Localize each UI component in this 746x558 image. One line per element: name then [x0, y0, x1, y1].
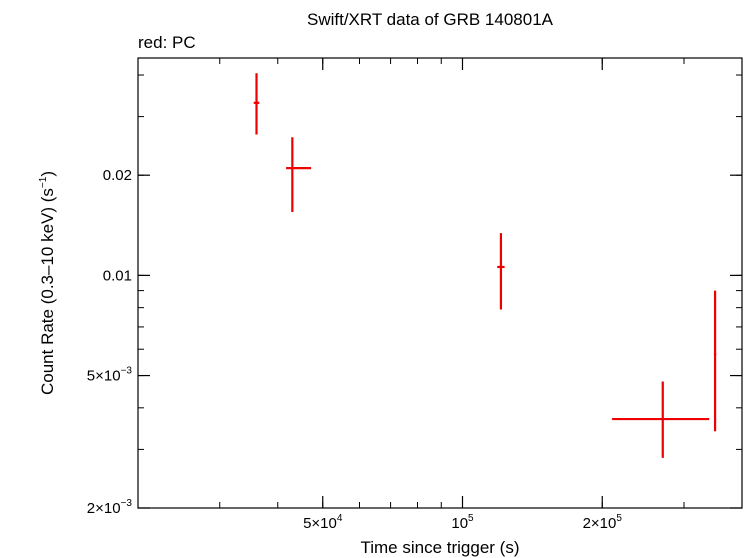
y-axis-label-sup: −1 [38, 176, 49, 188]
y-minor-ticks [138, 74, 742, 509]
x-minor-ticks [137, 58, 743, 508]
x-tick-label: 2×105 [583, 513, 623, 532]
y-tick-label: 2×10−3 [87, 498, 133, 517]
data-point [612, 381, 710, 458]
y-tick-label: 0.01 [103, 267, 132, 284]
data-points [253, 73, 717, 458]
x-tick-label: 5×104 [303, 513, 343, 532]
data-point [713, 290, 717, 432]
data-point [497, 233, 505, 310]
y-tick-mantissa: 0.01 [103, 267, 132, 284]
y-tick-exponent: −3 [121, 366, 133, 377]
y-tick-exponent: −3 [121, 498, 133, 509]
y-axis-ticks: 2×10−35×10−30.010.02 [87, 167, 742, 517]
x-tick-exponent: 5 [468, 513, 474, 524]
chart-subtitle: red: PC [138, 33, 196, 52]
data-point [253, 73, 260, 135]
x-tick-mantissa: 5×10 [303, 515, 337, 532]
y-tick-mantissa: 5×10 [87, 368, 121, 385]
x-tick-exponent: 4 [337, 513, 343, 524]
chart-title: Swift/XRT data of GRB 140801A [307, 10, 554, 29]
x-axis-label: Time since trigger (s) [360, 538, 519, 557]
plot-frame [137, 57, 743, 509]
y-axis-label-main: Count Rate (0.3–10 keV) (s [38, 188, 57, 395]
data-point [286, 137, 312, 213]
x-tick-exponent: 5 [616, 513, 622, 524]
y-tick-mantissa: 2×10 [87, 500, 121, 517]
x-tick-mantissa: 2×10 [583, 515, 617, 532]
x-tick-mantissa: 10 [451, 515, 468, 532]
y-axis-label-end: ) [38, 171, 57, 177]
x-tick-label: 105 [451, 513, 474, 532]
y-axis-label: Count Rate (0.3–10 keV) (s−1) [38, 171, 57, 395]
y-tick-label: 5×10−3 [87, 366, 133, 385]
y-tick-label: 0.02 [103, 167, 132, 184]
y-tick-mantissa: 0.02 [103, 167, 132, 184]
x-axis-ticks: 5×104 105 2×105 [303, 58, 622, 532]
